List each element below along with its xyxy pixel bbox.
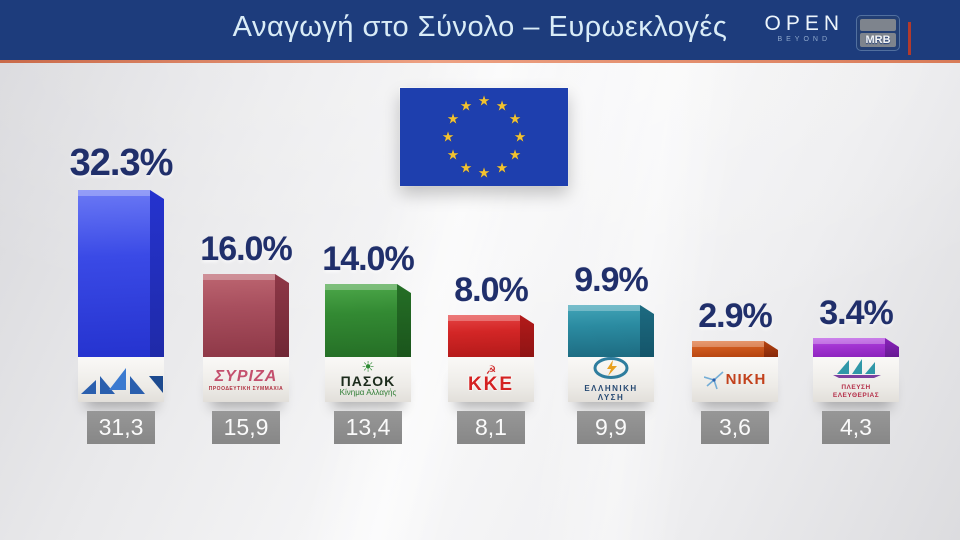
party-percent-label: 14.0% (322, 240, 414, 278)
party-bar (448, 315, 534, 357)
bar-face (813, 338, 885, 357)
elliniki-lysi-logo-subtext: ΛΥΣΗ (597, 393, 625, 402)
eu-flag-star-icon: ★ (508, 146, 522, 163)
pasok-logo-text: ΠΑΣΟΚ (340, 373, 396, 389)
kke-logo: ☭ ΚΚΕ (467, 362, 515, 395)
party-column-kke: 8.0% ☭ ΚΚΕ 8,1 (448, 0, 534, 540)
party-logo-plate: ΕΛΛΗΝΙΚΗ ΛΥΣΗ (568, 357, 654, 402)
party-logo-plate: ☭ ΚΚΕ (448, 357, 534, 402)
party-value-box: 3,6 (701, 411, 769, 444)
party-column-plefsi: 3.4% ΠΛΕΥΣΗ ΕΛΕΥΘΕΡΙΑΣ 4,3 (813, 0, 899, 540)
bar-side (397, 284, 411, 357)
party-column-elliniki-lysi: 9.9% ΕΛΛΗΝΙΚΗ ΛΥΣΗ 9,9 (568, 0, 654, 540)
plefsi-logo: ΠΛΕΥΣΗ ΕΛΕΥΘΕΡΙΑΣ (827, 359, 885, 400)
syriza-logo-subtext: ΠΡΟΟΔΕΥΤΙΚΗ ΣΥΜΜΑΧΙΑ (208, 385, 284, 392)
party-logo-plate: ☀ ΠΑΣΟΚ Κίνημα Αλλαγής (325, 357, 411, 402)
niki-logo-text: ΝΙΚΗ (725, 371, 767, 388)
party-bar (325, 284, 411, 357)
mrb-agency-logo: MRB (856, 15, 900, 51)
syriza-logo-text: ΣΥΡΙΖΑ (214, 367, 278, 385)
party-column-nd: 32.3% 31,3 (70, 0, 173, 540)
bar-side (885, 338, 899, 357)
eu-flag-star-icon: ★ (477, 92, 491, 109)
party-bar (692, 341, 778, 357)
elliniki-lysi-logo: ΕΛΛΗΝΙΚΗ ΛΥΣΗ (584, 357, 637, 402)
pasok-logo-subtext: Κίνημα Αλλαγής (339, 388, 397, 397)
plefsi-logo-subtext: ΕΛΕΥΘΕΡΙΑΣ (832, 392, 880, 399)
bar-face (203, 274, 275, 357)
party-value-box: 9,9 (577, 411, 645, 444)
bar-side (764, 341, 778, 357)
party-column-syriza: 16.0% ΣΥΡΙΖΑ ΠΡΟΟΔΕΥΤΙΚΗ ΣΥΜΜΑΧΙΑ 15,9 (200, 0, 293, 540)
party-value-box: 4,3 (822, 411, 890, 444)
compass-icon (593, 357, 629, 379)
party-percent-label: 8.0% (454, 271, 529, 309)
party-percent-label: 16.0% (200, 230, 292, 268)
eu-flag-star-icon: ★ (508, 110, 522, 127)
niki-logo: ΝΙΚΗ (703, 370, 767, 390)
open-channel-logo: OPEN BEYOND (764, 13, 844, 43)
eu-flag-star-icon: ★ (446, 146, 460, 163)
eu-flag-star-icon: ★ (495, 159, 509, 176)
party-bar (813, 338, 899, 357)
party-percent-label: 9.9% (574, 261, 649, 299)
party-percent-label: 2.9% (698, 297, 773, 335)
party-bar (568, 305, 654, 357)
bar-face (325, 284, 397, 357)
open-logo-text: OPEN (764, 12, 844, 35)
party-logo-plate (78, 357, 164, 402)
sailing-ship-icon (833, 359, 881, 378)
party-value-box: 15,9 (212, 411, 280, 444)
kke-logo-text: ΚΚΕ (467, 373, 515, 395)
bar-face (568, 305, 640, 357)
party-percent-label: 3.4% (819, 294, 894, 332)
bar-side (150, 190, 164, 357)
party-column-pasok: 14.0% ☀ ΠΑΣΟΚ Κίνημα Αλλαγής 13,4 (322, 0, 415, 540)
party-logo-plate: ΠΛΕΥΣΗ ΕΛΕΥΘΕΡΙΑΣ (813, 357, 899, 402)
party-bar (203, 274, 289, 357)
header-divider-line (908, 22, 911, 55)
eu-flag-star-icon: ★ (477, 164, 491, 181)
bar-face (78, 190, 150, 357)
mrb-logo-bar (860, 19, 896, 31)
eu-flag-star-icon: ★ (459, 97, 473, 114)
bar-side (520, 315, 534, 357)
page-title: Αναγωγή στο Σύνολο – Ευρωεκλογές (232, 11, 728, 43)
eu-flag: ★ ★ ★ ★ ★ ★ ★ ★ ★ ★ ★ ★ (400, 88, 568, 186)
bar-face (692, 341, 764, 357)
pasok-logo: ☀ ΠΑΣΟΚ Κίνημα Αλλαγής (339, 359, 397, 397)
party-value-box: 8,1 (457, 411, 525, 444)
mrb-logo-text: MRB (860, 33, 896, 47)
header-band: Αναγωγή στο Σύνολο – Ευρωεκλογές OPEN BE… (0, 0, 960, 60)
eu-flag-star-icon: ★ (446, 110, 460, 127)
hammer-sickle-icon: ☭ (485, 362, 497, 377)
nea-dimokratia-logo-icon (81, 367, 163, 394)
plefsi-logo-text: ΠΛΕΥΣΗ (841, 384, 871, 391)
bar-side (640, 305, 654, 357)
party-logo-plate: ΣΥΡΙΖΑ ΠΡΟΟΔΕΥΤΙΚΗ ΣΥΜΜΑΧΙΑ (203, 357, 289, 402)
party-logo-plate: ΝΙΚΗ (692, 357, 778, 402)
pinwheel-icon (703, 370, 724, 389)
open-logo-subtext: BEYOND (777, 36, 832, 43)
syriza-logo: ΣΥΡΙΖΑ ΠΡΟΟΔΕΥΤΙΚΗ ΣΥΜΜΑΧΙΑ (209, 368, 284, 392)
party-value-box: 31,3 (87, 411, 155, 444)
bar-side (275, 274, 289, 357)
bar-face (448, 315, 520, 357)
eu-flag-star-icon: ★ (495, 97, 509, 114)
pasok-sun-icon: ☀ (361, 359, 375, 376)
eu-flag-star-icon: ★ (459, 159, 473, 176)
party-percent-label: 32.3% (69, 142, 174, 184)
party-column-niki: 2.9% ΝΙΚΗ 3,6 (692, 0, 778, 540)
header-underline (0, 60, 960, 63)
party-bar (78, 190, 164, 357)
eu-flag-star-icon: ★ (441, 128, 455, 145)
eu-flag-star-icon: ★ (513, 128, 527, 145)
party-value-box: 13,4 (334, 411, 402, 444)
elliniki-lysi-logo-text: ΕΛΛΗΝΙΚΗ (584, 384, 638, 393)
